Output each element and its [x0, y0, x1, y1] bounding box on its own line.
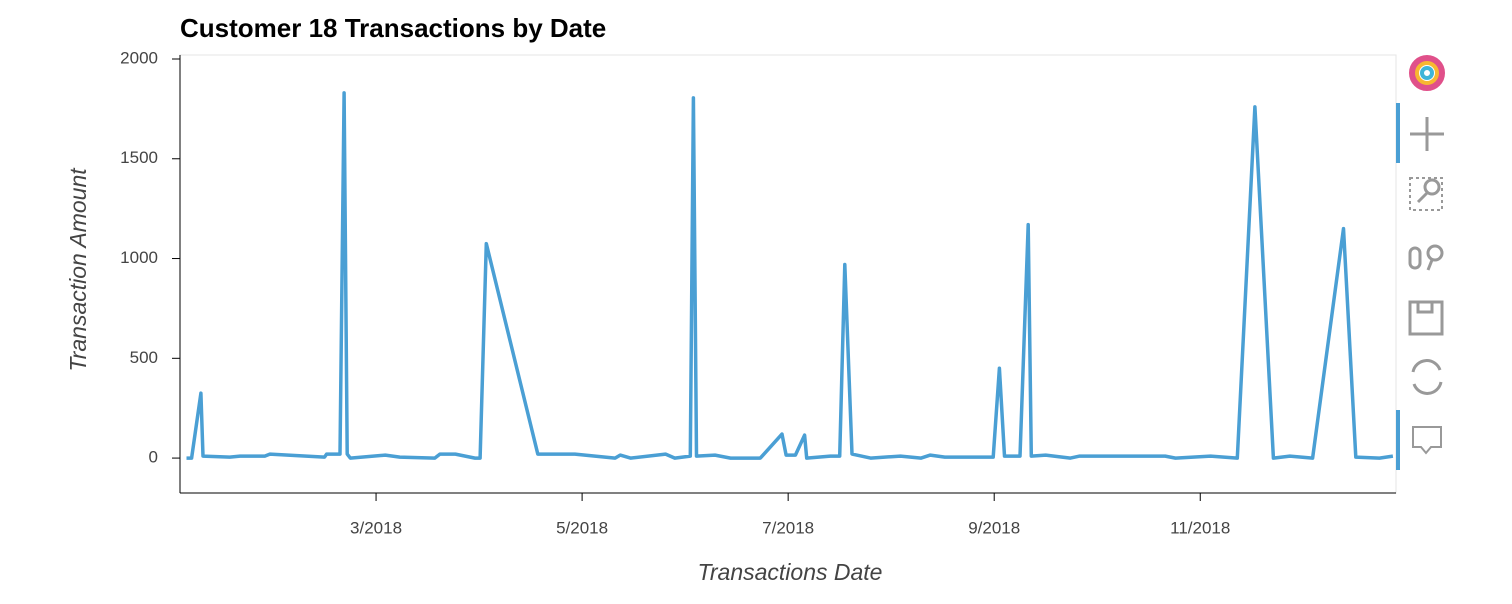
- y-axis-label: Transaction Amount: [65, 167, 91, 372]
- y-tick-label: 1000: [120, 248, 158, 267]
- x-tick-label: 5/2018: [556, 518, 608, 537]
- y-tick-label: 1500: [120, 148, 158, 167]
- x-axis-label: Transactions Date: [698, 559, 883, 585]
- x-tick-label: 7/2018: [762, 518, 814, 537]
- y-tick-label: 0: [149, 448, 158, 467]
- hover-tool[interactable]: [1412, 426, 1442, 455]
- box-zoom-tool[interactable]: [1409, 177, 1443, 211]
- plot-frame: [179, 54, 1397, 494]
- y-tick-label: 500: [130, 348, 158, 367]
- data-line: [186, 91, 1394, 460]
- chart-title: Customer 18 Transactions by Date: [180, 13, 606, 43]
- x-tick-label: 3/2018: [350, 518, 402, 537]
- x-tick-label: 11/2018: [1170, 518, 1230, 537]
- bokeh-logo[interactable]: [1409, 55, 1445, 91]
- x-tick-label: 9/2018: [968, 518, 1020, 537]
- active-indicator: [1396, 103, 1400, 163]
- reset-tool[interactable]: [1411, 359, 1443, 395]
- wheel-zoom-tool[interactable]: [1408, 244, 1444, 271]
- toolbar: [1396, 55, 1445, 470]
- y-tick-label: 2000: [120, 48, 158, 67]
- active-indicator: [1396, 410, 1400, 470]
- pan-tool[interactable]: [1410, 117, 1444, 151]
- save-tool[interactable]: [1408, 300, 1444, 336]
